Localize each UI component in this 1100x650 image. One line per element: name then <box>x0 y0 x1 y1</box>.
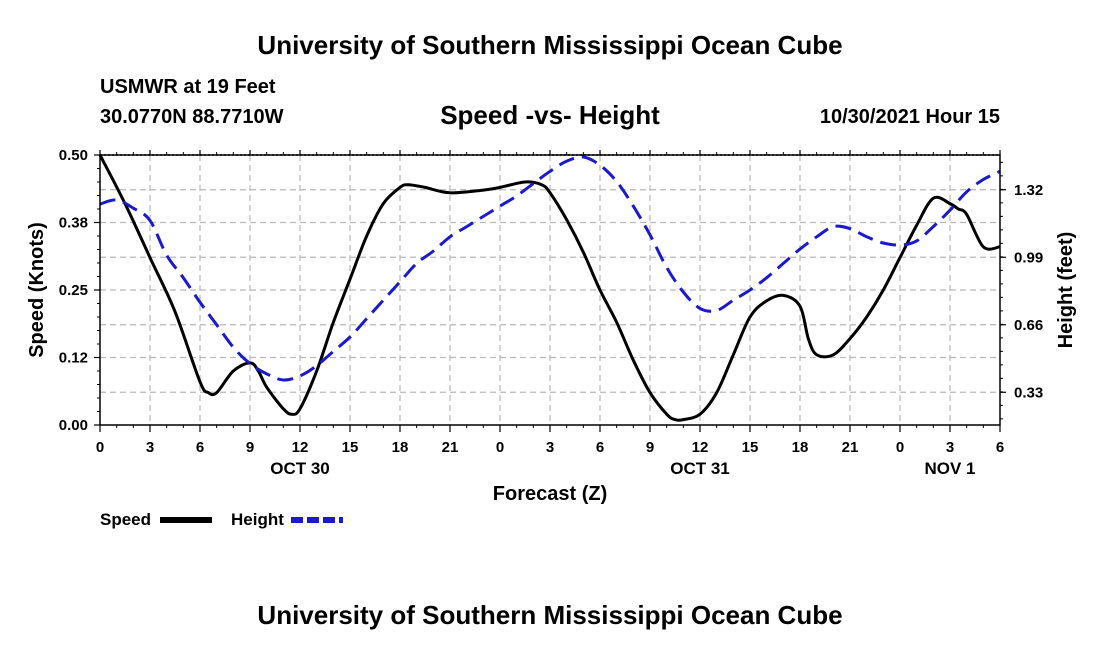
y2-tick-label: 1.32 <box>1014 182 1043 199</box>
y-tick-label: 0.50 <box>59 147 88 164</box>
x-tick-label: 0 <box>896 439 904 456</box>
legend-height-label: Height <box>231 510 284 529</box>
grid-layer <box>100 154 1000 425</box>
x-tick-label: 18 <box>392 439 409 456</box>
x-tick-label: 12 <box>292 439 309 456</box>
date-label: NOV 1 <box>924 459 975 478</box>
y-tick-label: 0.12 <box>59 350 88 367</box>
date-label: OCT 30 <box>270 459 330 478</box>
x-tick-label: 21 <box>442 439 459 456</box>
y-tick-label: 0.00 <box>59 417 88 434</box>
chart-title: Speed -vs- Height <box>440 100 660 130</box>
x-axis-label: Forecast (Z) <box>493 483 607 505</box>
y-axis-label: Speed (Knots) <box>26 222 48 358</box>
x-tick-label: 9 <box>646 439 654 456</box>
x-tick-label: 3 <box>546 439 554 456</box>
series-line-speed <box>98 154 1001 422</box>
y2-axis-label: Height (feet) <box>1055 232 1077 349</box>
x-tick-label: 12 <box>692 439 709 456</box>
x-tick-label: 6 <box>596 439 604 456</box>
legend: Speed Height <box>100 510 343 529</box>
x-tick-label: 3 <box>146 439 154 456</box>
x-tick-label: 6 <box>996 439 1004 456</box>
timestamp-label: 10/30/2021 Hour 15 <box>819 106 1000 128</box>
x-tick-label: 0 <box>96 439 104 456</box>
x-tick-label: 18 <box>792 439 809 456</box>
y2-tick-label: 0.99 <box>1014 249 1043 266</box>
footer-title: University of Southern Mississippi Ocean… <box>257 600 843 630</box>
y-tick-label: 0.38 <box>59 215 88 232</box>
y-tick-label: 0.25 <box>59 282 88 299</box>
series-layer <box>98 154 1001 422</box>
x-tick-label: 9 <box>246 439 254 456</box>
x-tick-label: 15 <box>342 439 359 456</box>
x-tick-label: 15 <box>742 439 759 456</box>
x-tick-label: 6 <box>196 439 204 456</box>
series-line-height <box>99 155 1001 382</box>
legend-speed-label: Speed <box>100 510 151 529</box>
axis-layer: 0 3 6 9 12 15 18 21 0 3 6 9 12 15 18 21 0 3 6 OCT 30 OCT 31 N… <box>59 147 1043 478</box>
x-tick-label: 3 <box>946 439 954 456</box>
coordinates-label: 30.0770N 88.7710W <box>100 106 284 128</box>
date-label: OCT 31 <box>670 459 730 478</box>
y2-tick-label: 0.33 <box>1014 384 1043 401</box>
station-label: USMWR at 19 Feet <box>100 76 276 98</box>
y2-tick-label: 0.66 <box>1014 317 1043 334</box>
x-tick-label: 0 <box>496 439 504 456</box>
main-title: University of Southern Mississippi Ocean… <box>257 30 843 60</box>
x-tick-label: 21 <box>842 439 859 456</box>
